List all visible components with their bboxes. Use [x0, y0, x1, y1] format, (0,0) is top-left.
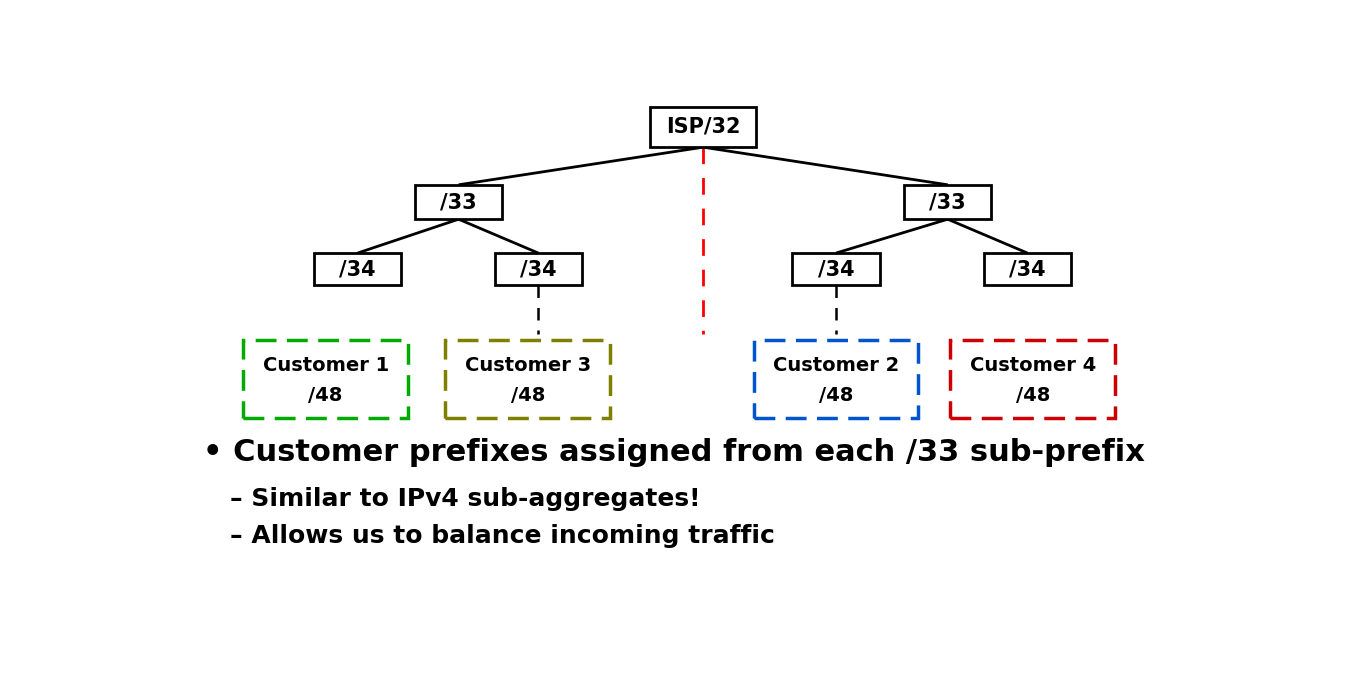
Text: – Similar to IPv4 sub-aggregates!: – Similar to IPv4 sub-aggregates! [230, 487, 701, 511]
FancyBboxPatch shape [650, 107, 756, 147]
Text: /34: /34 [520, 259, 557, 279]
Text: /33: /33 [929, 192, 966, 212]
Text: /34: /34 [339, 259, 376, 279]
FancyBboxPatch shape [314, 253, 401, 285]
FancyBboxPatch shape [243, 341, 407, 418]
Text: /33: /33 [440, 192, 477, 212]
Text: /48: /48 [510, 386, 545, 405]
Text: /34: /34 [818, 259, 855, 279]
FancyBboxPatch shape [951, 341, 1115, 418]
Text: – Allows us to balance incoming traffic: – Allows us to balance incoming traffic [230, 524, 775, 549]
Text: /48: /48 [1015, 386, 1050, 405]
Text: /48: /48 [309, 386, 343, 405]
FancyBboxPatch shape [984, 253, 1072, 285]
Text: /48: /48 [819, 386, 853, 405]
FancyBboxPatch shape [414, 184, 502, 219]
FancyBboxPatch shape [793, 253, 879, 285]
Text: Customer 4: Customer 4 [970, 357, 1096, 376]
Text: Customer 2: Customer 2 [772, 357, 899, 376]
FancyBboxPatch shape [446, 341, 611, 418]
Text: ISP/32: ISP/32 [665, 117, 741, 137]
FancyBboxPatch shape [753, 341, 918, 418]
Text: Customer 1: Customer 1 [262, 357, 388, 376]
Text: Customer 3: Customer 3 [465, 357, 591, 376]
Text: • Customer prefixes assigned from each /33 sub-prefix: • Customer prefixes assigned from each /… [203, 438, 1146, 468]
FancyBboxPatch shape [904, 184, 992, 219]
FancyBboxPatch shape [495, 253, 582, 285]
Text: /34: /34 [1010, 259, 1045, 279]
